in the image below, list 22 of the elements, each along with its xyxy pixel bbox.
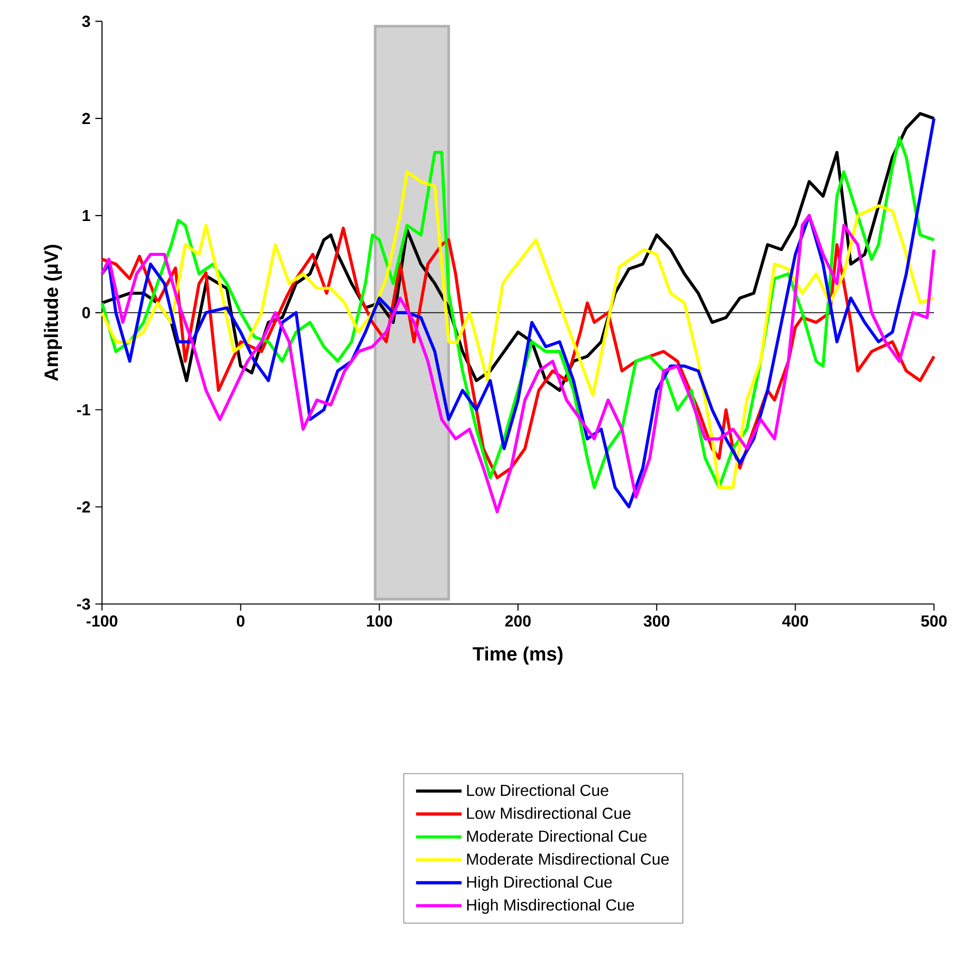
x-tick-label: 200	[505, 615, 531, 627]
y-tick-label: 3	[82, 16, 90, 28]
x-tick-label: 500	[921, 615, 947, 627]
legend-label: Low Directional Cue	[467, 784, 608, 796]
legend-label: Moderate Directional Cue	[467, 830, 647, 842]
y-tick-label: 1	[82, 210, 90, 222]
y-tick-label: -1	[77, 404, 90, 416]
x-tick-label: 0	[236, 615, 244, 627]
legend-label: Moderate Misdirectional Cue	[467, 853, 669, 865]
x-tick-label: 300	[644, 615, 670, 627]
legend-label: Low Misdirectional Cue	[467, 807, 631, 819]
y-tick-label: -3	[77, 598, 90, 610]
x-axis-title: Time (ms)	[472, 646, 562, 665]
legend-label: High Directional Cue	[467, 876, 612, 891]
y-tick-label: 2	[82, 112, 90, 124]
y-tick-label: -2	[77, 501, 90, 512]
y-tick-label: 0	[82, 307, 90, 318]
x-tick-label: 100	[366, 615, 392, 627]
y-axis-title: Amplitude (μV)	[44, 244, 62, 381]
x-tick-label: -100	[86, 615, 118, 627]
x-tick-label: 400	[782, 615, 808, 627]
legend-label: High Misdirectional Cue	[467, 898, 634, 914]
